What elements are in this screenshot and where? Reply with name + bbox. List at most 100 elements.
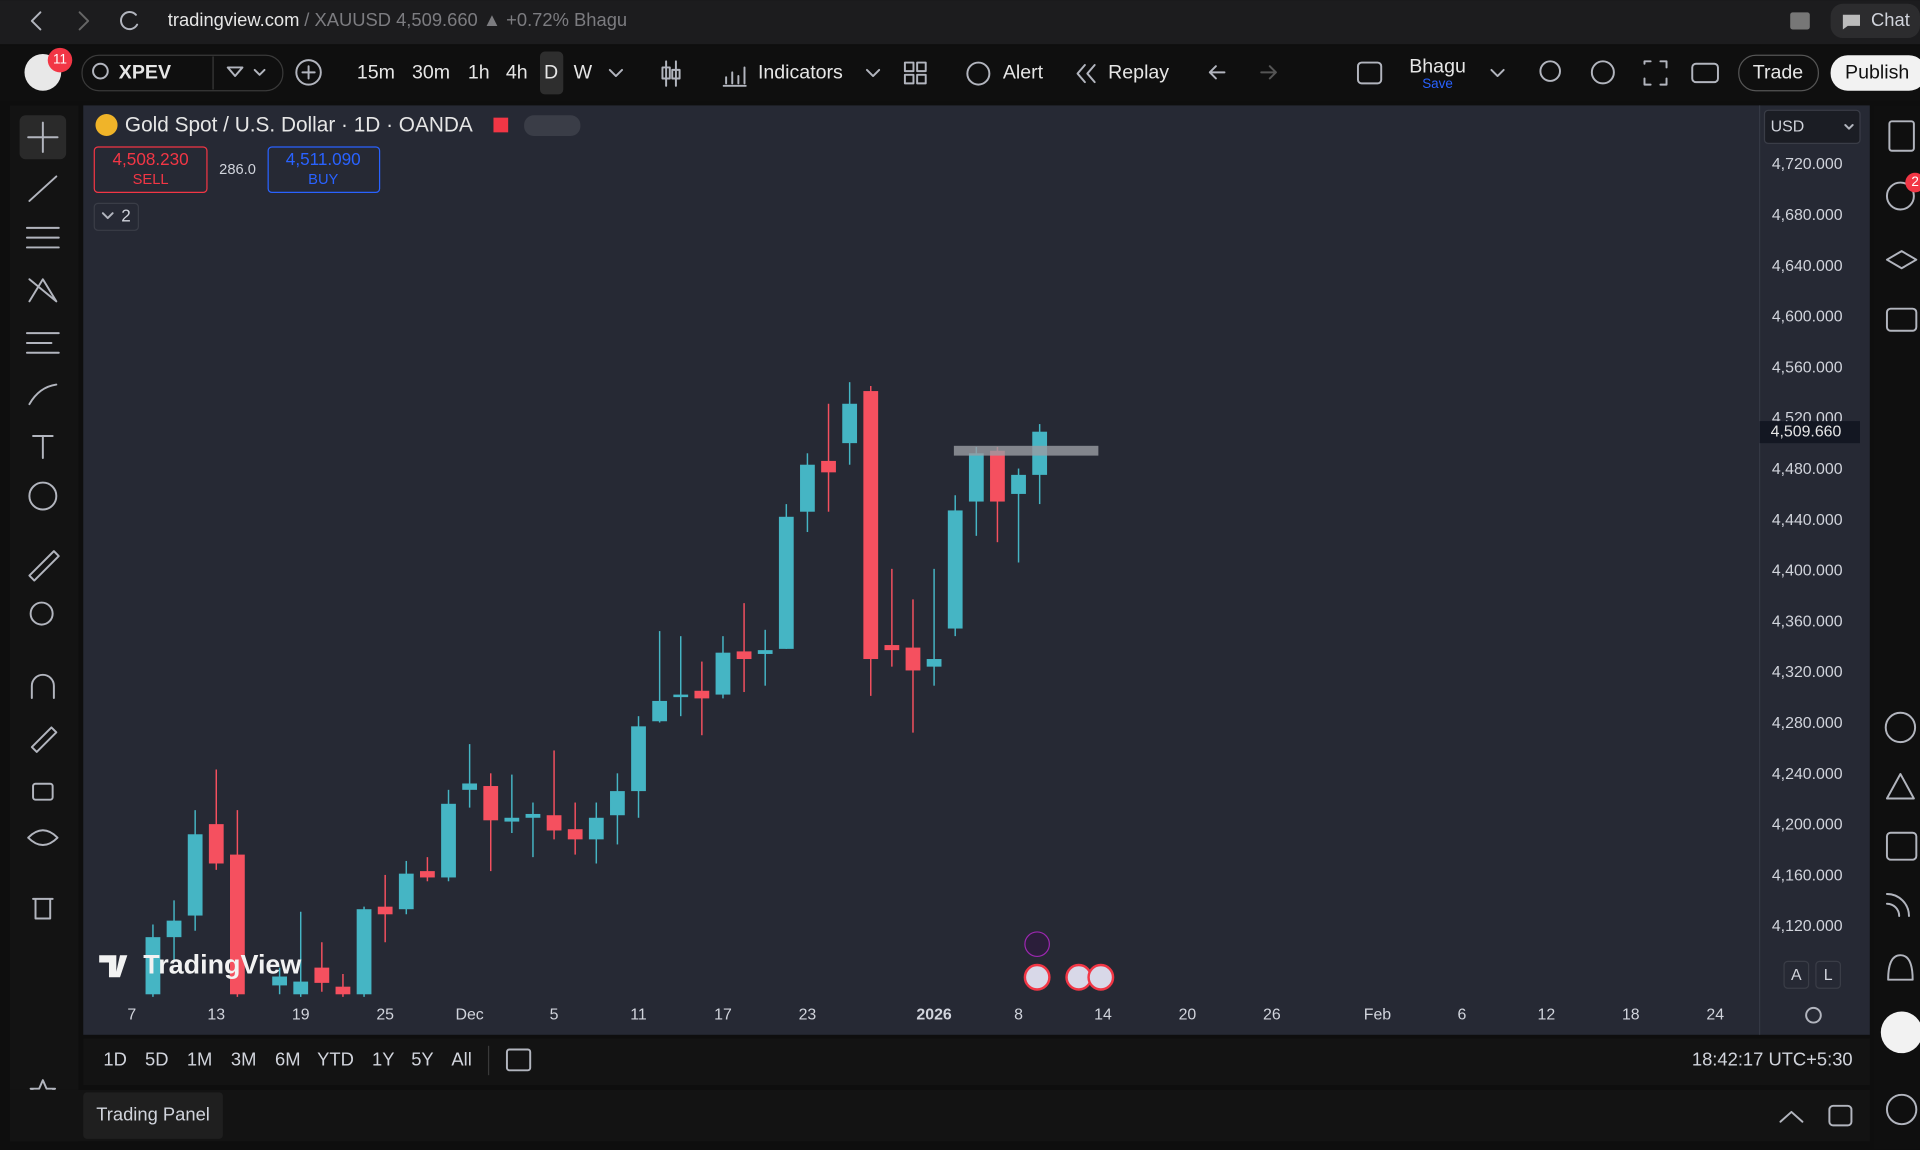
symbol[interactable]: XPEV <box>119 62 171 84</box>
range[interactable]: 3M <box>231 1048 257 1069</box>
buy-button[interactable] <box>267 146 381 193</box>
redo[interactable] <box>1260 65 1277 80</box>
delete-tool[interactable] <box>32 897 54 920</box>
apps-button[interactable] <box>1880 1011 1920 1054</box>
replay-button[interactable]: Replay <box>1108 62 1169 84</box>
sell-button[interactable] <box>93 146 208 193</box>
fullscreen[interactable] <box>1643 60 1668 86</box>
indicators-button[interactable]: Indicators <box>758 62 843 84</box>
indicators-menu[interactable] <box>865 68 881 77</box>
interval[interactable]: 15m <box>357 62 395 84</box>
goto-date[interactable] <box>505 1048 532 1072</box>
expand-panel[interactable] <box>1779 1110 1804 1123</box>
forward-button[interactable] <box>78 11 90 31</box>
currency[interactable]: USD <box>1771 119 1805 136</box>
candle-body <box>398 873 414 910</box>
log-scale-button[interactable] <box>1815 960 1842 989</box>
trade-button-frame[interactable] <box>1738 54 1819 92</box>
reload-button[interactable] <box>120 11 139 31</box>
snapshot[interactable] <box>1691 62 1719 84</box>
auto-scale[interactable]: A <box>1791 967 1802 984</box>
forecast-tool[interactable] <box>25 332 60 354</box>
indicators-count[interactable]: 2 <box>121 205 131 225</box>
publish-button[interactable]: Publish <box>1845 62 1909 84</box>
axis-settings[interactable] <box>1805 1006 1822 1024</box>
watchlist[interactable] <box>1888 120 1915 152</box>
spread: 286.0 <box>219 162 256 178</box>
save-label[interactable]: Save <box>1422 76 1453 91</box>
log-scale[interactable]: L <box>1824 967 1833 984</box>
settings[interactable] <box>1590 60 1615 85</box>
range[interactable]: 1D <box>103 1048 126 1069</box>
currency-select[interactable] <box>1763 109 1861 144</box>
back-button[interactable] <box>30 11 42 31</box>
interval[interactable]: 4h <box>506 62 528 84</box>
fib-tool[interactable] <box>25 226 60 249</box>
interval[interactable]: 1h <box>468 62 490 84</box>
templates[interactable] <box>903 61 927 85</box>
layout-menu[interactable] <box>1490 68 1505 77</box>
text-tool[interactable] <box>32 435 54 460</box>
stay-drawing[interactable] <box>30 726 58 753</box>
range[interactable]: 5Y <box>411 1048 433 1069</box>
object-tree[interactable] <box>1885 250 1918 270</box>
magnet-tool[interactable] <box>30 673 55 700</box>
event-marker[interactable] <box>1024 931 1050 958</box>
sell-price[interactable]: 4,508.230 <box>113 149 189 169</box>
interval[interactable]: 30m <box>412 62 450 84</box>
trading-panel-tab[interactable] <box>83 1092 223 1139</box>
interval[interactable]: D <box>544 62 558 84</box>
layout-icon[interactable] <box>1356 61 1383 85</box>
compare-menu[interactable] <box>226 66 266 77</box>
event-marker[interactable] <box>1023 963 1051 991</box>
indicators-toggle[interactable] <box>93 202 139 231</box>
lock-tool[interactable] <box>32 782 54 801</box>
crosshair-tool[interactable] <box>27 121 59 153</box>
chat-button[interactable] <box>1830 3 1920 39</box>
range[interactable]: YTD <box>317 1048 354 1069</box>
chart-type[interactable] <box>661 60 681 87</box>
undo[interactable] <box>1208 65 1226 80</box>
calendar[interactable] <box>1885 831 1918 861</box>
pine[interactable] <box>1885 773 1915 800</box>
hide-tool[interactable] <box>27 829 59 846</box>
publish-button-frame[interactable] <box>1830 55 1920 91</box>
layout-name[interactable]: Bhagu <box>1409 56 1466 78</box>
range[interactable]: 5D <box>145 1048 168 1069</box>
range[interactable]: 1M <box>187 1048 213 1069</box>
trading-panel[interactable]: Trading Panel <box>96 1103 210 1124</box>
candle-body <box>335 986 351 995</box>
buy-price[interactable]: 4,511.090 <box>286 149 361 169</box>
zoom-tool[interactable] <box>29 601 54 626</box>
chat-label[interactable]: Chat <box>1871 9 1910 30</box>
chats[interactable] <box>1885 307 1918 332</box>
trendline-tool[interactable] <box>28 175 58 202</box>
alerts[interactable] <box>1885 181 1915 211</box>
notifications[interactable] <box>1887 954 1914 981</box>
clock[interactable]: 18:42:17 UTC+5:30 <box>1692 1048 1853 1069</box>
ruler-tool[interactable] <box>28 550 60 582</box>
auto-scale-button[interactable] <box>1783 960 1810 989</box>
range[interactable]: 6M <box>275 1048 301 1069</box>
pattern-tool[interactable] <box>28 278 58 303</box>
help[interactable] <box>1885 1093 1918 1126</box>
news[interactable] <box>1885 893 1910 917</box>
alert-button[interactable]: Alert <box>1003 62 1044 84</box>
sell-label[interactable]: SELL <box>133 172 169 188</box>
symbol-search[interactable] <box>81 54 284 92</box>
event-marker[interactable] <box>1087 963 1115 991</box>
maximize-panel[interactable] <box>1828 1104 1853 1127</box>
trade-button[interactable]: Trade <box>1753 62 1804 84</box>
range[interactable]: 1Y <box>372 1048 394 1069</box>
interval[interactable]: W <box>574 62 593 84</box>
quick-search[interactable] <box>1539 60 1561 82</box>
interval-menu[interactable] <box>608 68 624 77</box>
add-symbol[interactable] <box>295 59 322 86</box>
range[interactable]: All <box>451 1048 471 1069</box>
buy-label[interactable]: BUY <box>308 172 338 188</box>
brush-tool[interactable] <box>28 383 58 406</box>
address[interactable]: tradingview.com / XAUUSD 4,509.660 ▲ +0.7… <box>168 9 627 30</box>
screener[interactable] <box>1884 711 1917 744</box>
extension-icon[interactable] <box>1790 12 1810 30</box>
emoji-tool[interactable] <box>28 481 58 511</box>
